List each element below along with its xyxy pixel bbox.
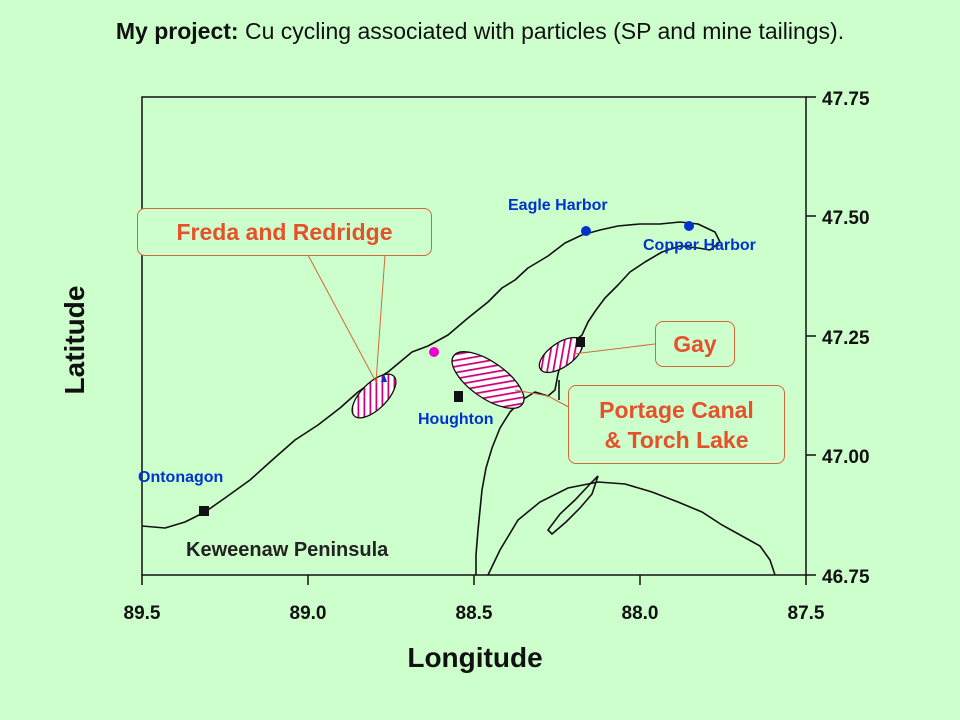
y-tick-label: 46.75	[822, 567, 870, 588]
island-shore	[546, 475, 599, 536]
title-rest: Cu cycling associated with particles (SP…	[238, 18, 845, 44]
freda-callout: Freda and Redridge	[137, 208, 432, 256]
x-tick-label: 88.5	[456, 603, 493, 624]
x-tick-label: 87.5	[788, 603, 825, 624]
portage-callout-line2: & Torch Lake	[604, 427, 749, 453]
copper-harbor-marker	[684, 221, 694, 231]
y-tick-label: 47.25	[822, 328, 870, 349]
portage-callout: Portage Canal & Torch Lake	[568, 385, 785, 464]
portage-torch-site	[451, 351, 525, 409]
houghton-label: Houghton	[418, 411, 494, 428]
ontonagon-label: Ontonagon	[138, 469, 223, 486]
slide-title: My project: Cu cycling associated with p…	[0, 18, 960, 45]
freda-redridge-site	[351, 373, 397, 419]
region-label: Keweenaw Peninsula	[186, 539, 389, 561]
gay-callout: Gay	[655, 321, 735, 367]
x-axis	[141, 575, 807, 585]
ontonagon-marker	[199, 506, 209, 516]
eagle-harbor-label: Eagle Harbor	[508, 197, 608, 214]
gay-callout-line	[572, 343, 656, 355]
portage-callout-line1: Portage Canal	[599, 397, 754, 423]
houghton-marker	[454, 391, 463, 402]
x-tick-label: 89.5	[124, 603, 161, 624]
y-tick-label: 47.75	[822, 89, 870, 110]
y-tick-label: 47.50	[822, 208, 870, 229]
x-tick-label: 88.0	[622, 603, 659, 624]
x-axis-title: Longitude	[407, 642, 542, 673]
x-tick-label: 89.0	[290, 603, 327, 624]
gay-marker	[576, 337, 585, 347]
y-tick-label: 47.00	[822, 447, 870, 468]
keweenaw-bay-shore	[487, 481, 776, 576]
y-axis-title: Latitude	[59, 286, 90, 395]
pink-site-marker	[429, 347, 439, 357]
freda-callout-line	[307, 254, 386, 384]
title-bold: My project:	[115, 18, 239, 44]
freda-callout-text: Freda and Redridge	[176, 219, 393, 245]
eagle-harbor-marker	[581, 226, 591, 236]
y-axis	[806, 96, 816, 576]
freda-marker	[381, 374, 387, 382]
gay-callout-text: Gay	[673, 331, 717, 357]
copper-harbor-label: Copper Harbor	[643, 237, 756, 254]
